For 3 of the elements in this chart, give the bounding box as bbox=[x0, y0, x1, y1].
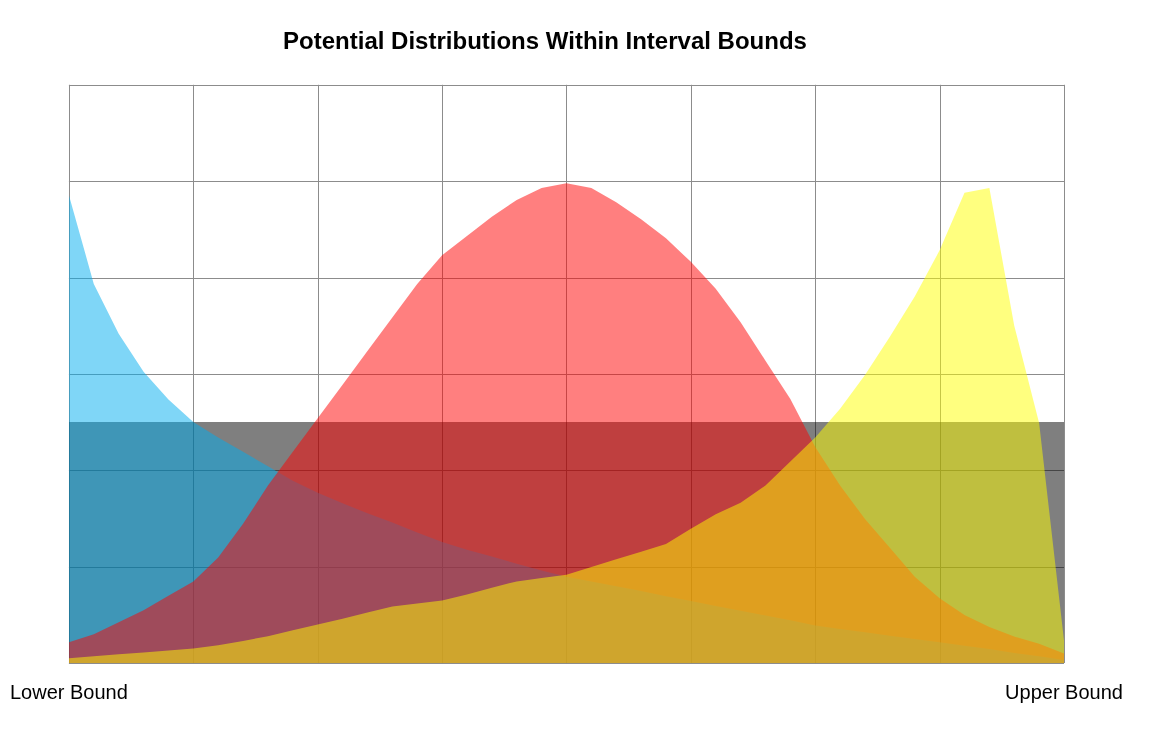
x-tick-label: Lower Bound bbox=[9, 680, 128, 703]
chart-title: Potential Distributions Within Interval Bounds bbox=[283, 27, 807, 55]
x-tick-label: Upper Bound bbox=[1005, 680, 1123, 703]
